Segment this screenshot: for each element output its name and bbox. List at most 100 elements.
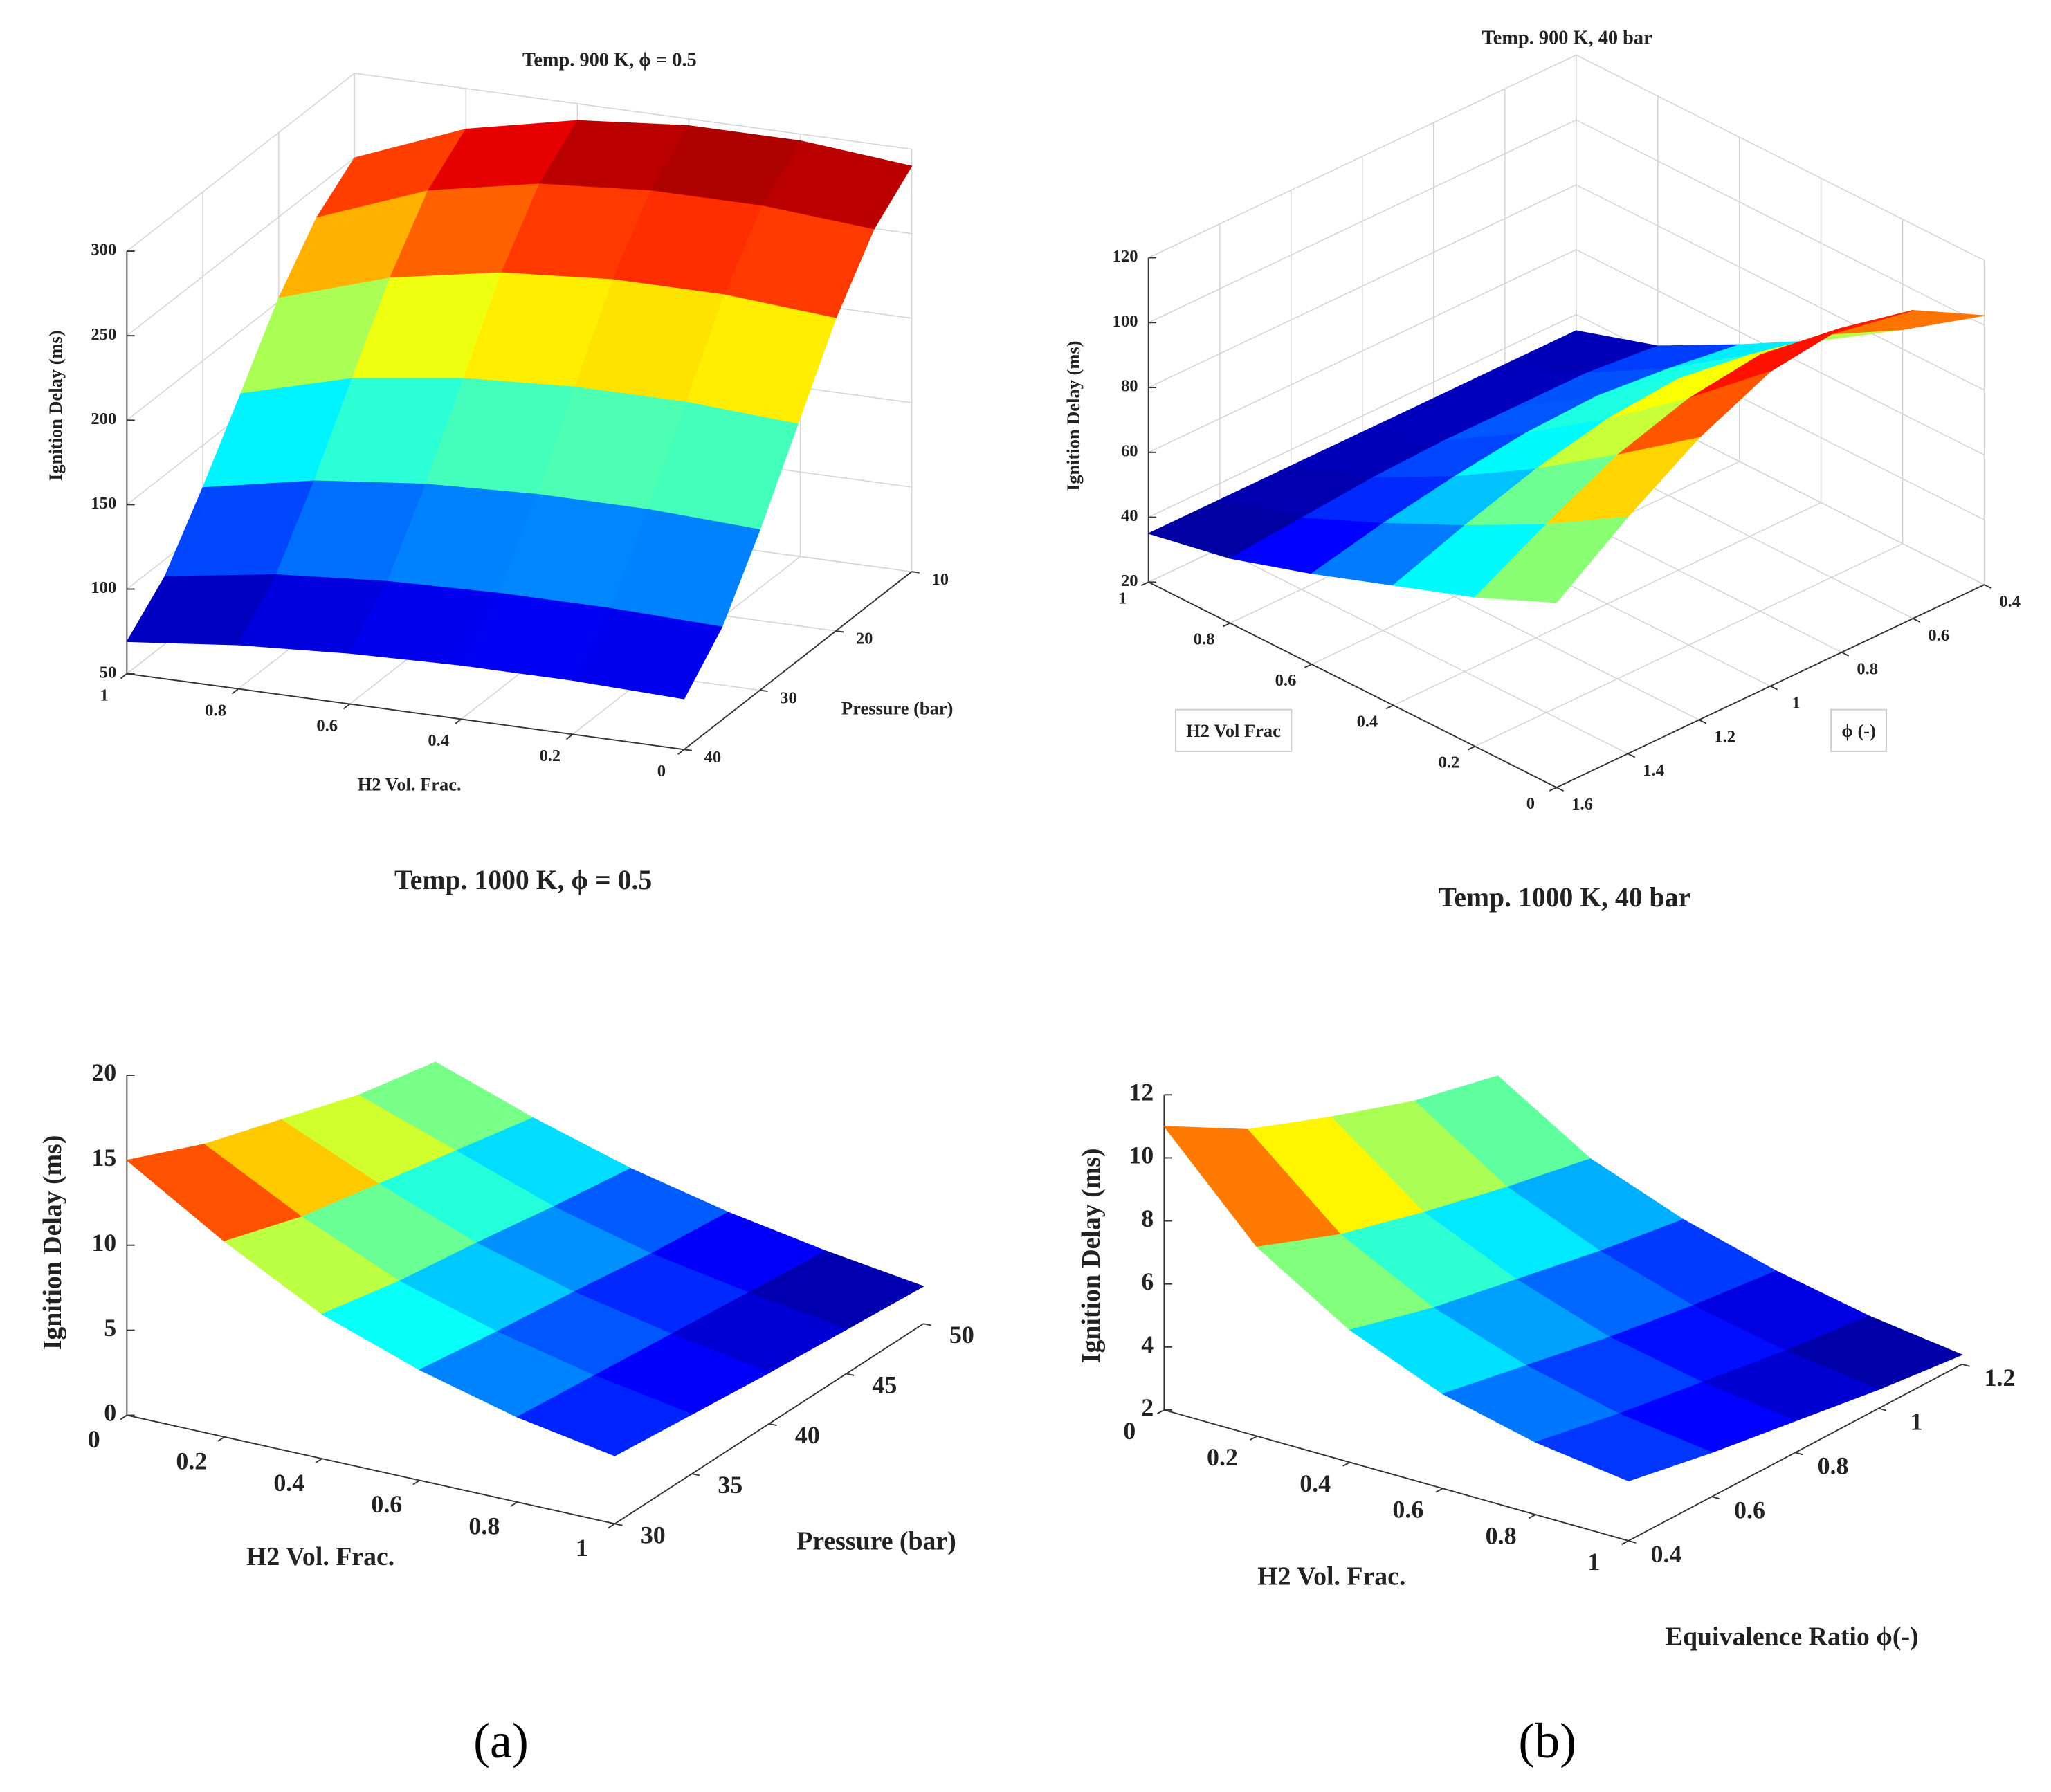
y-tick-label: 10: [931, 570, 949, 589]
x-tick-label: 0: [88, 1425, 100, 1453]
x-axis-label: H2 Vol Frac: [1186, 720, 1281, 741]
x-tick-label: 0.4: [428, 731, 449, 750]
z-tick-label: 50: [100, 663, 117, 682]
y-tick: [691, 1473, 700, 1476]
x-axis-label: H2 Vol. Frac.: [1257, 1562, 1405, 1591]
grid-line: [1219, 547, 1628, 754]
x-tick-label: 0.8: [1194, 630, 1215, 649]
x-tick: [1435, 1488, 1443, 1493]
surface-patch: [516, 1375, 693, 1456]
y-tick: [1795, 1452, 1803, 1456]
x-tick-label: 0.6: [371, 1490, 402, 1518]
y-tick-label: 20: [856, 630, 873, 648]
y-tick: [1913, 618, 1921, 623]
z-tick-label: 0: [104, 1399, 116, 1427]
grid-line: [354, 73, 912, 150]
z-tick-label: 250: [91, 325, 116, 344]
x-tick-label: 0.2: [1207, 1443, 1238, 1471]
x-tick: [1467, 745, 1475, 751]
x-tick-label: 0.4: [273, 1469, 304, 1497]
y-tick-label: 1: [1792, 694, 1801, 713]
z-axis-label: Ignition Delay (ms): [1063, 340, 1084, 491]
grid-line: [1576, 119, 1985, 326]
x-axis: [1164, 1409, 1629, 1542]
x-tick: [510, 1501, 518, 1507]
x-tick-label: 0.8: [205, 701, 226, 720]
grid-line: [1576, 54, 1985, 261]
z-tick-label: 200: [91, 410, 116, 428]
x-tick: [1528, 1514, 1536, 1519]
chart-title: Temp. 900 K, ϕ = 0.5: [522, 49, 697, 71]
surface-patch: [572, 607, 723, 700]
x-tick: [566, 733, 574, 740]
x-tick-label: 1: [576, 1534, 588, 1562]
z-tick-label: 80: [1121, 377, 1138, 396]
x-axis-label: H2 Vol. Frac.: [246, 1542, 394, 1571]
x-tick-label: 0.2: [539, 747, 560, 765]
x-tick-label: 1: [1587, 1548, 1600, 1575]
y-tick-label: 30: [780, 688, 797, 707]
x-tick: [412, 1479, 420, 1485]
y-tick: [1711, 1496, 1720, 1500]
x-axis: [1148, 581, 1557, 788]
y-axis: [684, 571, 913, 751]
x-tick: [1222, 622, 1231, 628]
y-axis-label: Equivalence Ratio ϕ(-): [1666, 1622, 1919, 1651]
y-tick: [1699, 719, 1707, 724]
grid-line: [1148, 249, 1577, 453]
grid-line: [126, 73, 355, 252]
z-tick-label: 20: [91, 1059, 116, 1086]
panel-label: (a): [473, 1713, 529, 1768]
y-tick: [769, 1423, 777, 1427]
x-tick: [1549, 787, 1557, 792]
x-tick-label: 0.6: [1392, 1496, 1423, 1524]
x-axis-label: H2 Vol. Frac.: [358, 774, 462, 794]
grid-line: [1148, 54, 1577, 259]
y-axis-label: Pressure (bar): [796, 1526, 956, 1555]
z-tick-label: 150: [91, 494, 116, 513]
y-tick: [1556, 787, 1565, 792]
y-tick-label: 1.2: [1714, 727, 1735, 746]
x-axis: [127, 673, 684, 751]
z-tick-label: 60: [1121, 441, 1138, 460]
grid-line: [126, 157, 355, 336]
z-tick-label: 12: [1129, 1079, 1154, 1106]
chart: 0 0.2 0.4 0.6 0.8 1 30 35 40 45 50 0 5 10 15 20 Temp. 10…: [38, 865, 974, 1571]
y-tick: [1628, 1540, 1637, 1544]
x-tick-label: 0.4: [1357, 712, 1378, 731]
x-tick-label: 0: [1526, 794, 1535, 813]
z-tick-label: 300: [91, 241, 116, 259]
x-tick: [1250, 1435, 1258, 1441]
x-tick: [120, 673, 127, 679]
grid-line: [1148, 119, 1577, 323]
y-tick-label: 0.4: [1651, 1540, 1682, 1568]
y-tick-label: 0.6: [1928, 626, 1949, 645]
y-tick: [923, 1323, 931, 1326]
x-tick: [343, 703, 351, 710]
x-tick: [120, 1414, 127, 1420]
z-tick-label: 40: [1121, 506, 1138, 525]
chart: 0 0.2 0.4 0.6 0.8 1 0.4 0.6 0.8 1 1.2 2 4 6 8 10 12 Temp.…: [1077, 882, 2016, 1652]
z-tick-label: 10: [91, 1229, 116, 1256]
z-axis-label: Ignition Delay (ms): [45, 330, 66, 481]
x-tick-label: 0.6: [1275, 671, 1297, 690]
grid-line: [1148, 313, 1577, 518]
z-tick-label: 8: [1141, 1205, 1154, 1232]
x-tick-label: 0.2: [176, 1447, 207, 1474]
x-tick: [315, 1458, 322, 1464]
x-tick-label: 0.8: [468, 1512, 500, 1540]
label-box: [1175, 708, 1293, 752]
y-tick: [1962, 1363, 1970, 1367]
x-axis: [127, 1414, 615, 1525]
z-tick-label: 120: [1113, 247, 1138, 266]
y-tick: [614, 1523, 623, 1526]
y-tick-label: 40: [704, 748, 722, 767]
grid-line: [1576, 184, 1985, 391]
z-tick-label: 4: [1141, 1331, 1154, 1358]
z-tick-label: 6: [1141, 1268, 1154, 1295]
y-tick: [1628, 753, 1636, 758]
y-axis-label: ϕ (-): [1841, 720, 1876, 741]
x-tick-label: 0.4: [1300, 1470, 1331, 1497]
y-tick-label: 1: [1911, 1408, 1923, 1436]
